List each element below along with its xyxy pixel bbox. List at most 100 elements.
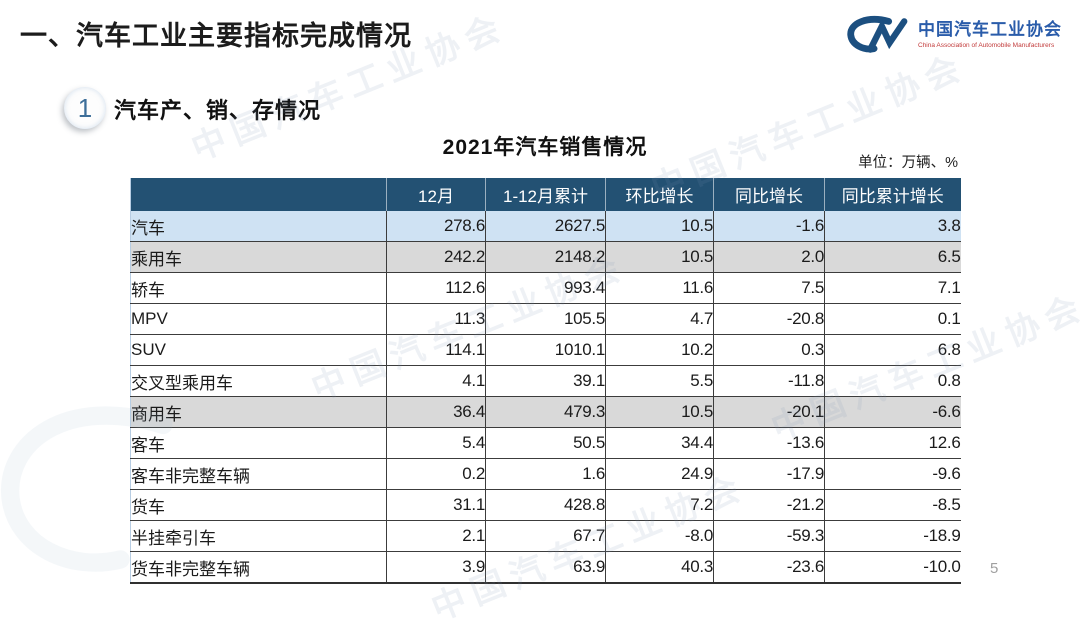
value-cell: -8.0 — [605, 520, 714, 552]
value-cell: 50.5 — [485, 427, 606, 459]
table-row: 乘用车 242.2 2148.2 10.5 2.0 6.5 — [130, 241, 961, 273]
value-cell: -8.5 — [824, 489, 961, 521]
row-label: MPV — [130, 303, 387, 335]
value-cell: 428.8 — [485, 489, 606, 521]
table-row: 汽车 278.6 2627.5 10.5 -1.6 3.8 — [130, 211, 961, 242]
row-label: 货车非完整车辆 — [130, 551, 387, 584]
value-cell: 5.4 — [386, 427, 486, 459]
column-header: 环比增长 — [605, 178, 714, 211]
value-cell: 67.7 — [485, 520, 606, 552]
value-cell: 63.9 — [485, 551, 606, 584]
value-cell: -21.2 — [713, 489, 825, 521]
value-cell: 10.5 — [605, 211, 714, 242]
page-number: 5 — [990, 560, 999, 577]
row-label: 乘用车 — [130, 241, 387, 273]
page-title: 一、汽车工业主要指标完成情况 — [20, 21, 412, 51]
value-cell: 5.5 — [605, 365, 714, 397]
value-cell: 10.5 — [605, 241, 714, 273]
logo-name-en: China Association of Automobile Manufact… — [918, 41, 1055, 49]
value-cell: 34.4 — [605, 427, 714, 459]
row-label: SUV — [130, 334, 387, 366]
table-row: 客车 5.4 50.5 34.4 -13.6 12.6 — [130, 427, 961, 459]
table-row: 商用车 36.4 479.3 10.5 -20.1 -6.6 — [130, 396, 961, 428]
value-cell: 7.5 — [713, 272, 825, 304]
row-label: 汽车 — [130, 211, 387, 242]
table-row: MPV 11.3 105.5 4.7 -20.8 0.1 — [130, 303, 961, 335]
value-cell: 6.5 — [824, 241, 961, 273]
column-header: 同比累计增长 — [824, 178, 961, 211]
value-cell: 993.4 — [485, 272, 606, 304]
table-row: 货车非完整车辆 3.9 63.9 40.3 -23.6 -10.0 — [130, 551, 961, 584]
column-header: 1-12月累计 — [485, 178, 606, 211]
value-cell: 4.1 — [386, 365, 486, 397]
value-cell: 278.6 — [386, 211, 486, 242]
table-header-row: 12月 1-12月累计 环比增长 同比增长 同比累计增长 — [130, 178, 961, 211]
column-header: 12月 — [386, 178, 486, 211]
value-cell: 10.5 — [605, 396, 714, 428]
value-cell: 105.5 — [485, 303, 606, 335]
value-cell: -20.8 — [713, 303, 825, 335]
table-row: 交叉型乘用车 4.1 39.1 5.5 -11.8 0.8 — [130, 365, 961, 397]
value-cell: -23.6 — [713, 551, 825, 584]
value-cell: -1.6 — [713, 211, 825, 242]
value-cell: 36.4 — [386, 396, 486, 428]
value-cell: 0.3 — [713, 334, 825, 366]
value-cell: 39.1 — [485, 365, 606, 397]
table-row: 半挂牵引车 2.1 67.7 -8.0 -59.3 -18.9 — [130, 520, 961, 552]
value-cell: -9.6 — [824, 458, 961, 490]
value-cell: -18.9 — [824, 520, 961, 552]
section-number-badge: 1 — [64, 87, 106, 129]
value-cell: 0.1 — [824, 303, 961, 335]
value-cell: 3.9 — [386, 551, 486, 584]
caam-cm-icon — [847, 16, 908, 53]
value-cell: 1.6 — [485, 458, 606, 490]
table-row: 轿车 112.6 993.4 11.6 7.5 7.1 — [130, 272, 961, 304]
value-cell: -17.9 — [713, 458, 825, 490]
value-cell: -13.6 — [713, 427, 825, 459]
row-label: 货车 — [130, 489, 387, 521]
row-label: 客车 — [130, 427, 387, 459]
value-cell: 2.0 — [713, 241, 825, 273]
value-cell: 112.6 — [386, 272, 486, 304]
value-cell: 7.2 — [605, 489, 714, 521]
value-cell: 114.1 — [386, 334, 486, 366]
column-header: 同比增长 — [713, 178, 825, 211]
value-cell: 479.3 — [485, 396, 606, 428]
value-cell: 0.2 — [386, 458, 486, 490]
caam-logo: 中国汽车工业协会 China Association of Automobile… — [842, 12, 1062, 58]
value-cell: -10.0 — [824, 551, 961, 584]
value-cell: 11.6 — [605, 272, 714, 304]
value-cell: 2.1 — [386, 520, 486, 552]
value-cell: 24.9 — [605, 458, 714, 490]
value-cell: -59.3 — [713, 520, 825, 552]
value-cell: -11.8 — [713, 365, 825, 397]
row-label: 商用车 — [130, 396, 387, 428]
table-row: 客车非完整车辆 0.2 1.6 24.9 -17.9 -9.6 — [130, 458, 961, 490]
value-cell: 40.3 — [605, 551, 714, 584]
row-label: 客车非完整车辆 — [130, 458, 387, 490]
value-cell: 6.8 — [824, 334, 961, 366]
value-cell: -20.1 — [713, 396, 825, 428]
value-cell: 11.3 — [386, 303, 486, 335]
value-cell: 12.6 — [824, 427, 961, 459]
value-cell: 2148.2 — [485, 241, 606, 273]
table-row: SUV 114.1 1010.1 10.2 0.3 6.8 — [130, 334, 961, 366]
value-cell: 0.8 — [824, 365, 961, 397]
row-label: 半挂牵引车 — [130, 520, 387, 552]
value-cell: 2627.5 — [485, 211, 606, 242]
value-cell: 31.1 — [386, 489, 486, 521]
value-cell: 10.2 — [605, 334, 714, 366]
sales-table: 12月 1-12月累计 环比增长 同比增长 同比累计增长 汽车 278.6 2627.5 10… — [130, 178, 961, 584]
value-cell: 1010.1 — [485, 334, 606, 366]
value-cell: 242.2 — [386, 241, 486, 273]
value-cell: 4.7 — [605, 303, 714, 335]
logo-name-cn: 中国汽车工业协会 — [918, 20, 1062, 40]
value-cell: -6.6 — [824, 396, 961, 428]
unit-note: 单位：万辆、% — [858, 155, 958, 171]
table-row: 货车 31.1 428.8 7.2 -21.2 -8.5 — [130, 489, 961, 521]
value-cell: 3.8 — [824, 211, 961, 242]
table-title: 2021年汽车销售情况 — [442, 136, 648, 159]
section-title: 汽车产、销、存情况 — [114, 98, 322, 123]
value-cell: 7.1 — [824, 272, 961, 304]
column-header — [130, 178, 387, 211]
